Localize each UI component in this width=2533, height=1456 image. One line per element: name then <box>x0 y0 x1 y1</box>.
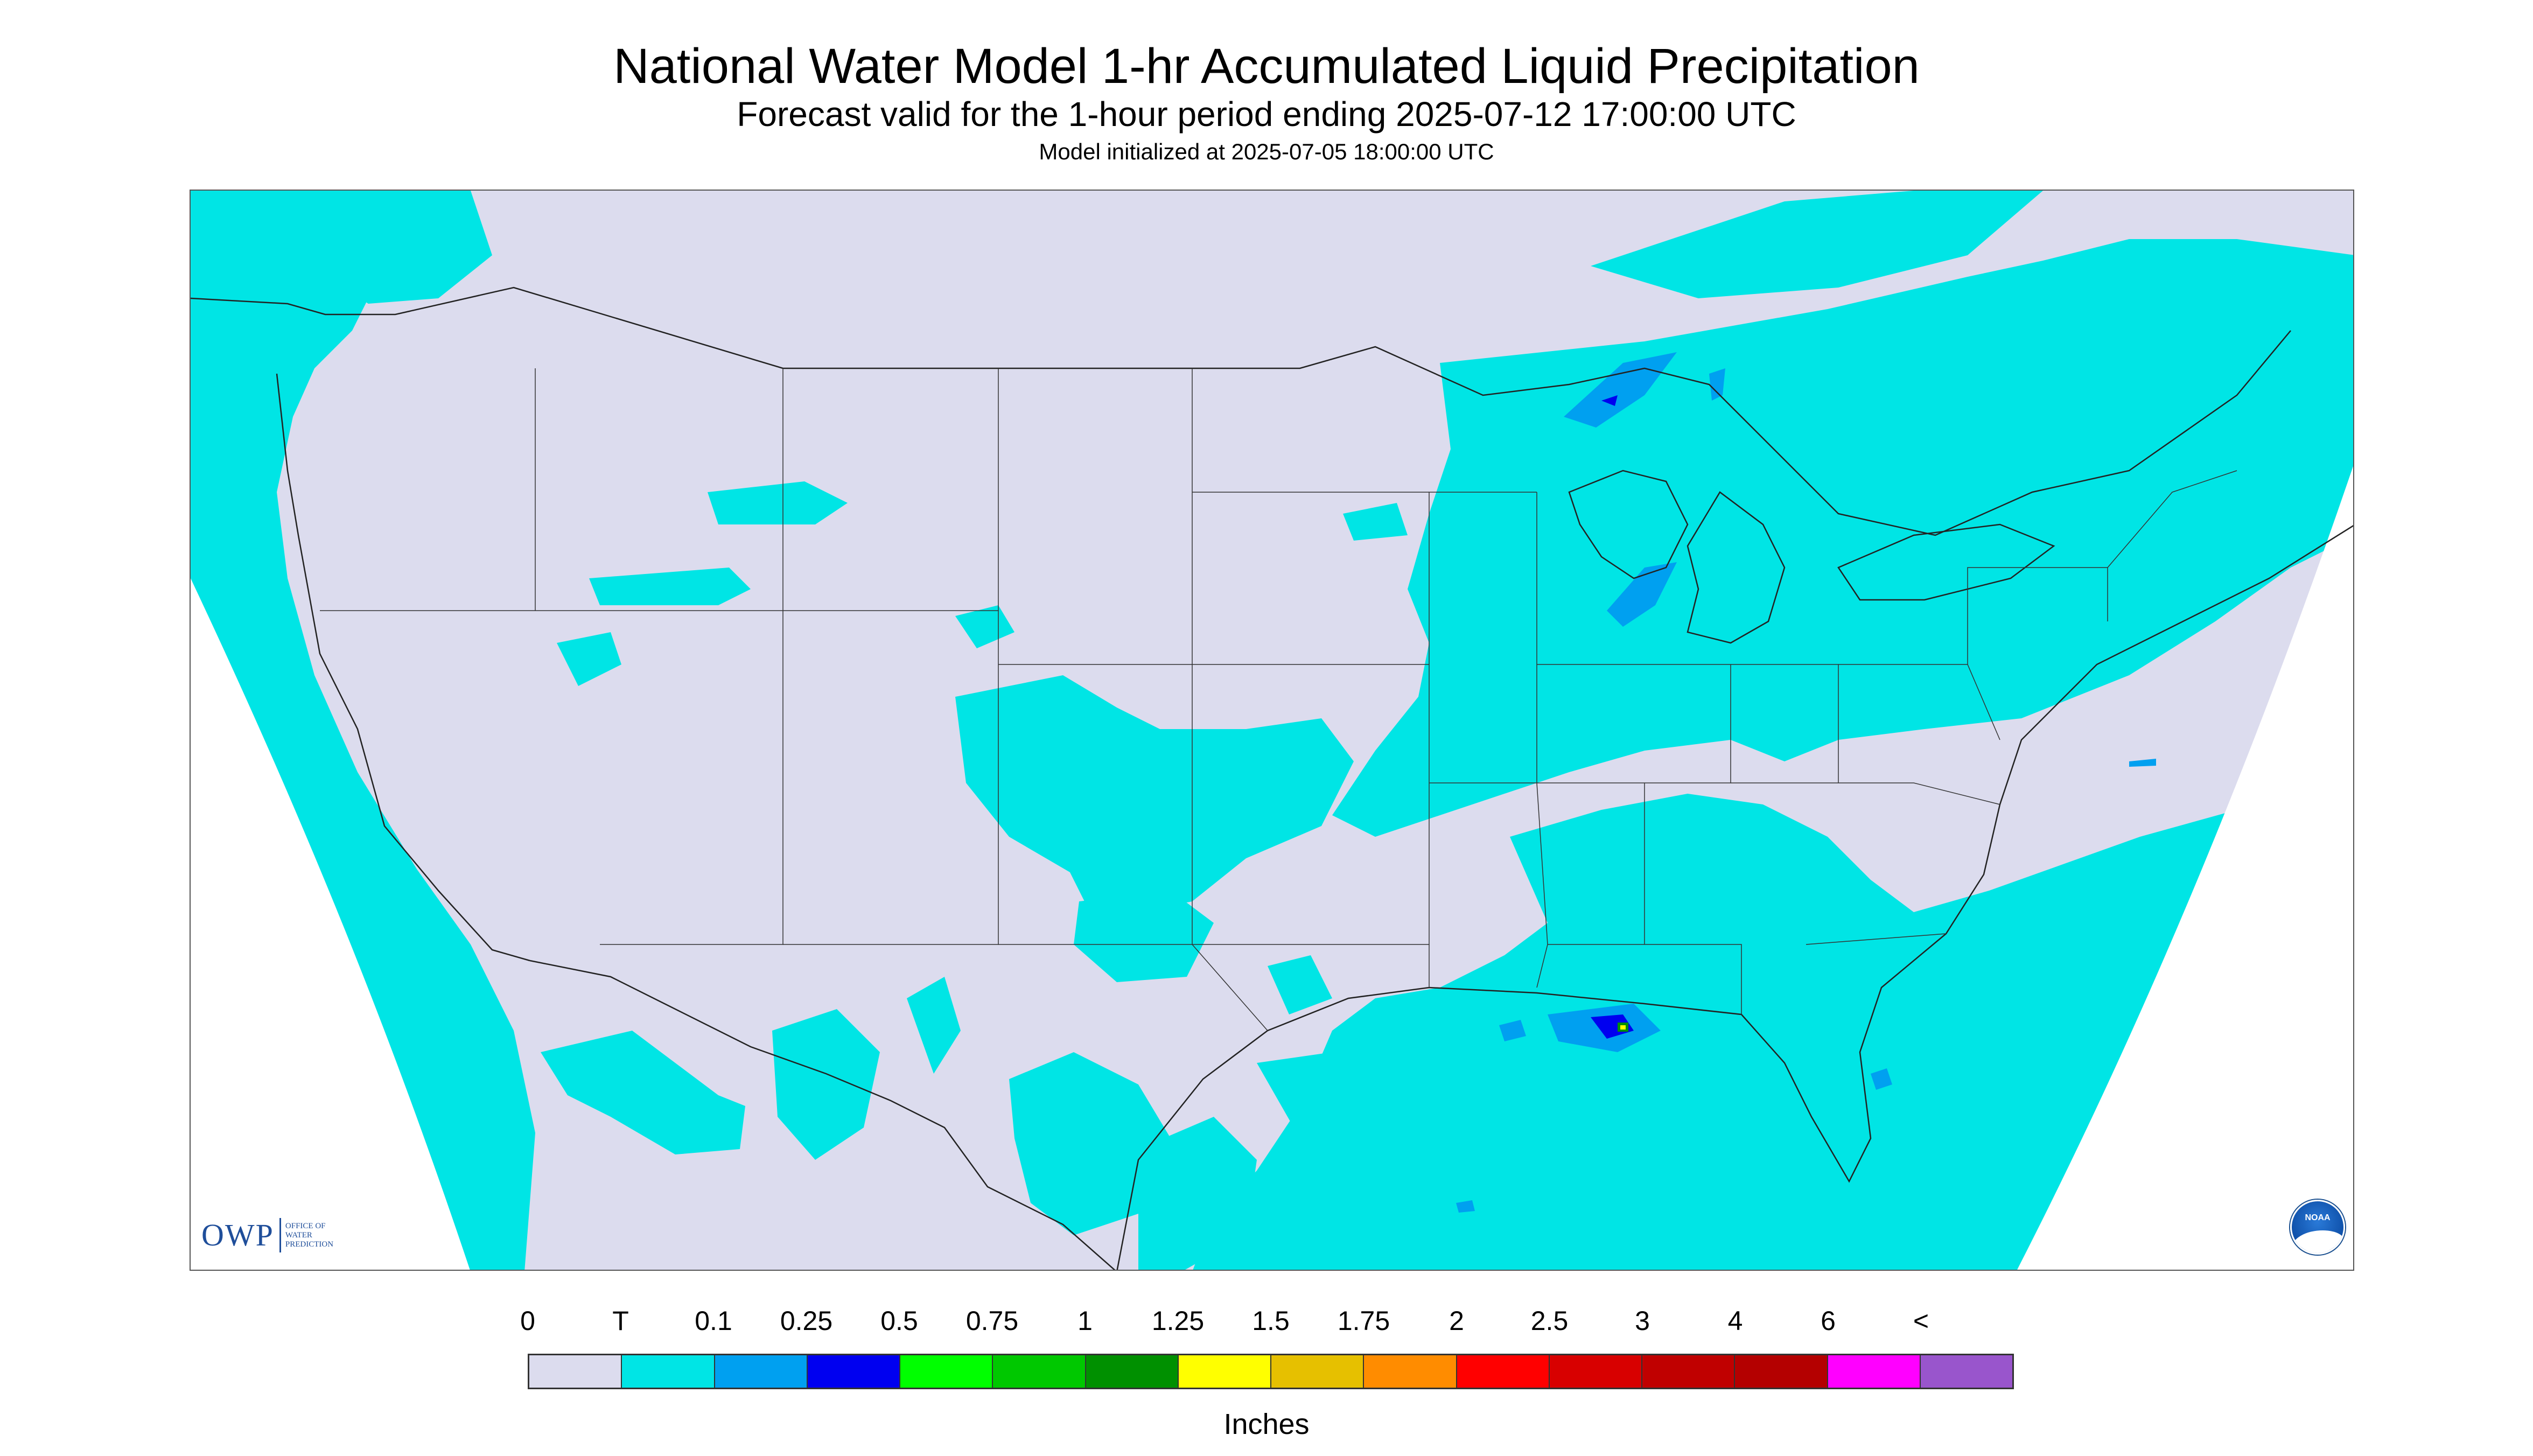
legend-swatch <box>529 1355 622 1388</box>
legend-tick-label: 1.5 <box>1252 1306 1290 1336</box>
legend-units: Inches <box>1223 1408 1310 1440</box>
state-lines <box>320 368 2237 1031</box>
legend-swatch <box>1920 1355 2012 1388</box>
legend-swatch <box>1364 1355 1457 1388</box>
map-subtitle: Forecast valid for the 1-hour period end… <box>737 95 1796 134</box>
model-init-text: Model initialized at 2025-07-05 18:00:00… <box>1039 139 1494 164</box>
legend-swatch <box>1086 1355 1179 1388</box>
owp-logo-line: Office of <box>285 1221 326 1230</box>
owp-logo-line: Prediction <box>285 1240 334 1249</box>
legend-swatch <box>1271 1355 1365 1388</box>
owp-logo-mark: OWP <box>201 1218 281 1252</box>
legend-tick-label: 2 <box>1449 1306 1464 1336</box>
owp-logo-line: Water <box>285 1230 312 1240</box>
legend-tick-label: < <box>1913 1306 1929 1336</box>
legend-swatch <box>1178 1355 1271 1388</box>
legend-tick-label: 0.1 <box>695 1306 732 1336</box>
map-title: National Water Model 1-hr Accumulated Li… <box>613 39 1920 94</box>
legend-swatch <box>900 1355 993 1388</box>
noaa-logo: NOAA <box>2290 1200 2345 1255</box>
legend-swatch <box>715 1355 808 1388</box>
legend-swatch <box>807 1355 900 1388</box>
legend-tick-label: 6 <box>1821 1306 1836 1336</box>
legend-tick-label: 0 <box>520 1306 535 1336</box>
legend-tick-label: T <box>612 1306 629 1336</box>
noaa-logo-text: NOAA <box>2305 1213 2331 1222</box>
legend-tick-label: 2.5 <box>1530 1306 1569 1336</box>
legend-swatch <box>622 1355 715 1388</box>
legend-tick-label: 0.25 <box>780 1306 833 1336</box>
legend-tick-label: 1.25 <box>1151 1306 1205 1336</box>
legend-tick-label: 0.75 <box>965 1306 1019 1336</box>
legend-swatch <box>993 1355 1086 1388</box>
legend-swatch <box>1642 1355 1736 1388</box>
precipitation-map: OWP Office of Water Prediction NOAA <box>190 190 2354 1271</box>
owp-logo-subtitle: Office of Water Prediction <box>281 1222 333 1249</box>
legend-tick-label: 4 <box>1727 1306 1743 1336</box>
noaa-logo-wave <box>2292 1230 2343 1253</box>
map-outside-domain-left <box>191 578 470 1270</box>
owp-logo: OWP Office of Water Prediction <box>201 1214 333 1257</box>
legend-swatch <box>1828 1355 1921 1388</box>
map-borders <box>191 286 2353 1270</box>
legend-swatch <box>1735 1355 1828 1388</box>
map-outside-domain-right <box>2017 466 2353 1270</box>
legend-tick-label: 1 <box>1077 1306 1093 1336</box>
legend-tick-label: 0.5 <box>880 1306 918 1336</box>
legend-swatch <box>1457 1355 1550 1388</box>
color-legend <box>528 1354 2014 1389</box>
legend-swatch <box>1549 1355 1642 1388</box>
legend-tick-label: 3 <box>1635 1306 1650 1336</box>
map-graphic <box>191 191 2353 1270</box>
legend-tick-label: 1.75 <box>1337 1306 1390 1336</box>
